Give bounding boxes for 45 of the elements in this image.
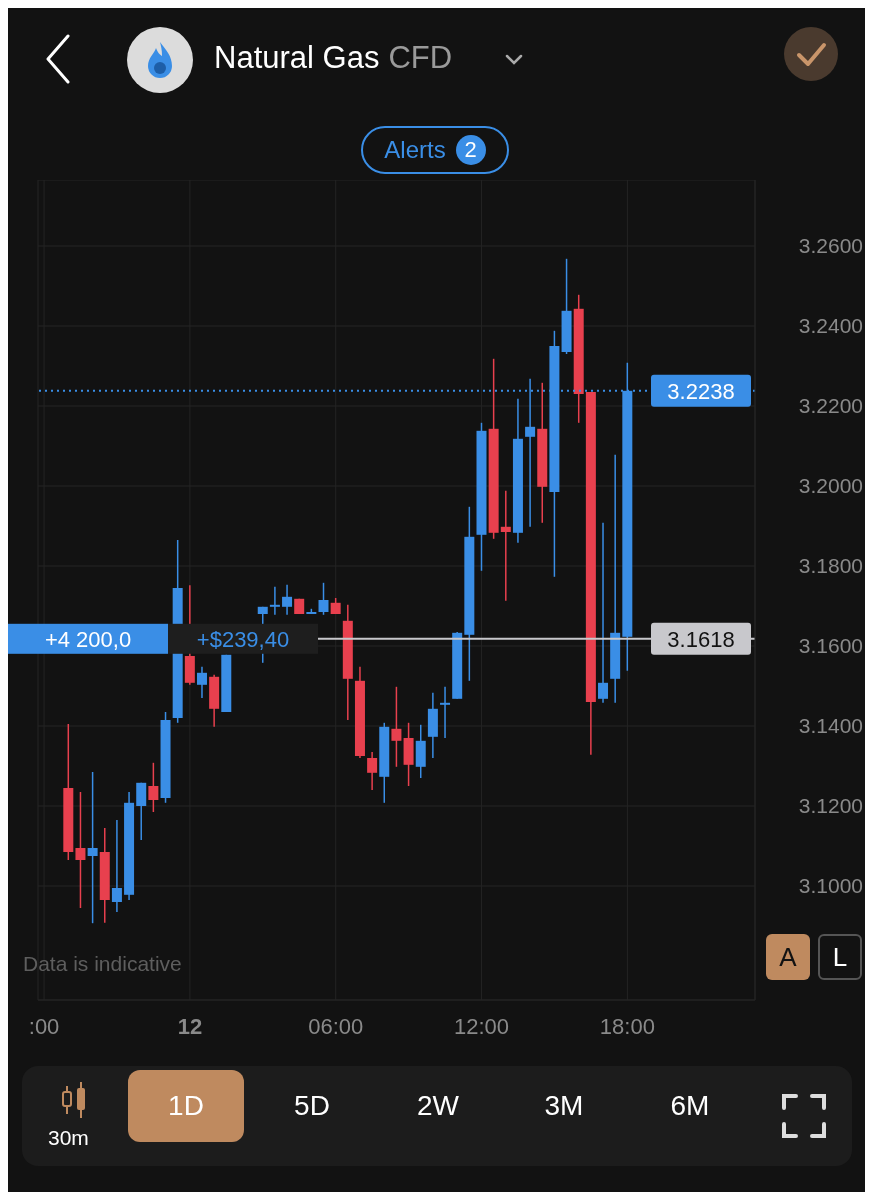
y-tick-label: 3.2000 (798, 474, 863, 497)
y-tick-label: 3.1200 (798, 794, 863, 817)
text: 2 (455, 135, 486, 165)
x-tick-label: 12 (177, 1014, 203, 1039)
x-tick-label: :00 (28, 1014, 60, 1039)
text: 3M (543, 1089, 585, 1123)
annotation: +4 200,0 (44, 626, 132, 652)
y-tick-label: 3.2400 (798, 314, 863, 337)
y-tick-label: 3.1600 (798, 634, 863, 657)
x-tick-label: 18:00 (599, 1014, 655, 1039)
text: 2W (416, 1089, 460, 1123)
text: 30m (48, 1126, 89, 1150)
candlestick (500, 490, 511, 602)
candlestick (148, 762, 159, 813)
candlestick (318, 582, 329, 616)
annotation: Data is indicative (23, 952, 182, 976)
ref-line-label: 3.1618 (667, 626, 735, 652)
candlestick (598, 522, 609, 704)
candlestick (440, 686, 451, 739)
y-tick-label: 3.1400 (798, 714, 863, 737)
candlestick (111, 819, 122, 913)
annotation: +$239,40 (196, 626, 290, 652)
chart-subtitle: CFD (388, 40, 453, 75)
text: Alerts (384, 136, 446, 164)
text: 1D (128, 1070, 244, 1142)
candlestick (282, 584, 293, 616)
chart-title: Natural Gas (214, 40, 380, 75)
text: A (766, 934, 810, 980)
y-tick-label: 3.2600 (798, 234, 863, 257)
ref-line-label: 3.2238 (667, 378, 735, 404)
x-tick-label: 06:00 (308, 1014, 364, 1039)
candlestick (269, 586, 280, 616)
text: 5D (293, 1089, 331, 1123)
candlestick (367, 751, 378, 791)
text: 6M (669, 1089, 711, 1123)
candlestick (136, 782, 147, 841)
candlestick (87, 771, 98, 924)
text: L (818, 934, 862, 980)
candlestick (196, 666, 207, 699)
y-tick-label: 3.1800 (798, 554, 863, 577)
y-tick-label: 3.2200 (798, 394, 863, 417)
candlestick (391, 686, 402, 768)
candlestick (75, 791, 86, 909)
y-tick-label: 3.1000 (798, 874, 863, 897)
x-tick-label: 12:00 (454, 1014, 510, 1039)
